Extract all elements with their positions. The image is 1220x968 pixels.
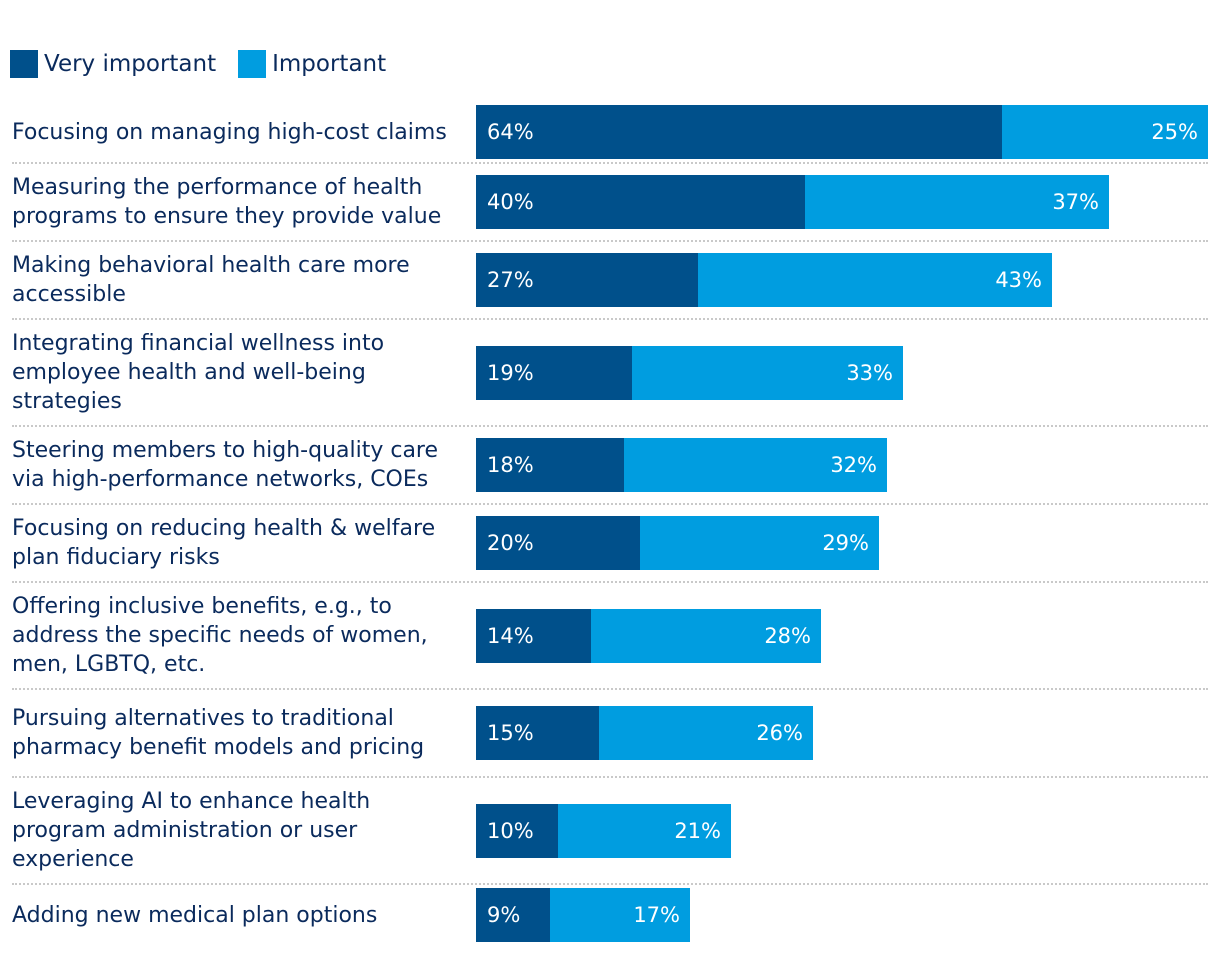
data-label-important: 28% [764,624,811,648]
bar-very-important [476,804,558,858]
data-label-very-important: 10% [487,819,534,843]
data-label-important: 43% [995,268,1042,292]
data-label-very-important: 18% [487,453,534,477]
bar-important [698,253,1052,307]
row-divider [12,162,1208,164]
data-label-important: 17% [633,903,680,927]
bar-important [591,609,821,663]
data-label-important: 33% [846,361,893,385]
category-label: Focusing on reducing health & welfare pl… [12,516,436,570]
category-label: Integrating financial wellness into empl… [12,331,385,414]
data-label-important: 25% [1151,120,1198,144]
data-label-important: 32% [830,453,877,477]
category-label: Leveraging AI to enhance health program … [12,789,371,872]
category-label: Measuring the performance of health prog… [12,175,442,229]
data-label-very-important: 15% [487,721,534,745]
data-label-very-important: 19% [487,361,534,385]
legend-label: Important [272,51,387,77]
data-label-important: 29% [822,531,869,555]
chart-legend: Very important Important [10,50,408,78]
data-label-important: 37% [1052,190,1099,214]
category-label: Pursuing alternatives to traditional pha… [12,706,425,760]
legend-item-important: Important [238,50,386,78]
bar-important [1002,105,1208,159]
legend-swatch-important [238,50,267,78]
bar-important [632,346,903,400]
row-divider [12,318,1208,320]
data-label-very-important: 40% [487,190,534,214]
bar-very-important [476,888,550,942]
data-label-very-important: 14% [487,624,534,648]
bar-very-important [476,346,632,400]
bar-very-important [476,516,640,570]
data-label-very-important: 9% [487,903,521,927]
row-divider [12,776,1208,778]
category-label: Offering inclusive benefits, e.g., to ad… [12,594,428,677]
bar-very-important [476,706,599,760]
data-label-very-important: 20% [487,531,534,555]
bar-important [805,175,1109,229]
category-label: Making behavioral health care more acces… [12,253,410,307]
bar-important [599,706,813,760]
data-label-important: 26% [756,721,803,745]
legend-item-very-important: Very important [10,50,216,78]
row-divider [12,240,1208,242]
bar-very-important [476,438,624,492]
data-label-very-important: 64% [487,120,534,144]
bar-important [558,804,731,858]
data-label-important: 21% [674,819,721,843]
category-label: Steering members to high-quality care vi… [12,438,439,492]
bar-important [550,888,690,942]
bar-very-important [476,609,591,663]
row-divider [12,581,1208,583]
bar-important [624,438,887,492]
legend-swatch-very-important [10,50,38,78]
bar-very-important [476,175,805,229]
row-divider [12,503,1208,505]
bar-very-important [476,253,698,307]
bar-very-important [476,105,1002,159]
category-label: Focusing on managing high-cost claims [12,120,447,145]
bar-important [640,516,879,570]
legend-label: Very important [44,51,217,77]
data-label-very-important: 27% [487,268,534,292]
row-divider [12,425,1208,427]
row-divider [12,688,1208,690]
row-divider [12,883,1208,885]
category-label: Adding new medical plan options [12,903,378,928]
